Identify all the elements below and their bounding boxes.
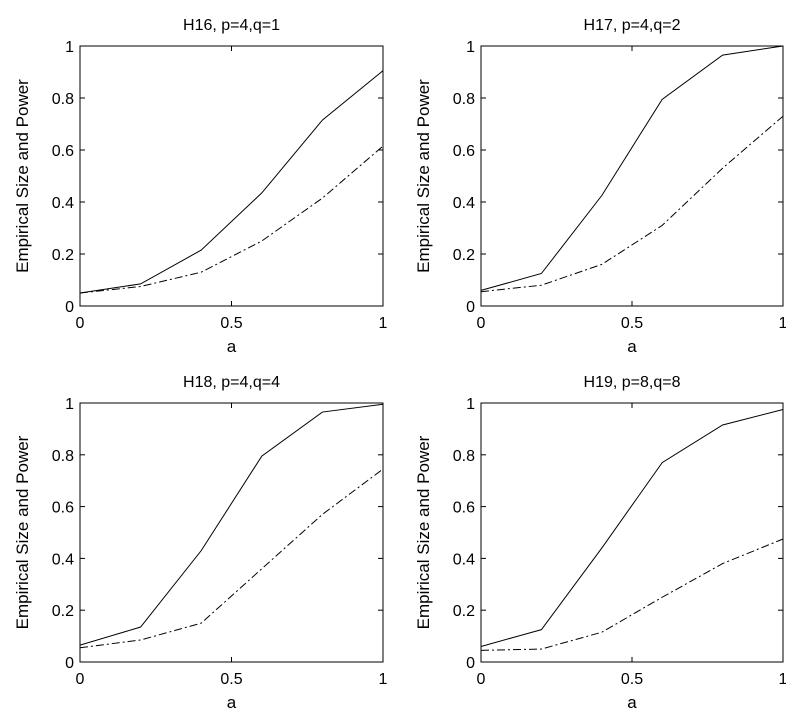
plot-frame [79,45,384,307]
plot-frame [79,402,384,663]
x-tick-label: 1 [779,315,786,332]
y-tick-label: 0.2 [52,247,74,264]
y-tick-label: 0.2 [453,603,475,620]
chart-panel-2: H17, p=4,q=2 0 0.5 1 0 0.2 0.4 0.6 0.8 1 a Empirica… [414,17,786,356]
x-tick-label: 1 [379,315,388,332]
y-tick-label: 1 [466,39,475,56]
x-tick-label: 0.5 [621,315,643,332]
y-tick-label: 0 [466,299,475,316]
x-tick-label: 1 [379,671,388,688]
chart-panel-1: H16, p=4,q=1 0 0.5 1 0 0.2 0.4 0.6 0.8 1 a Empirica… [13,17,388,356]
chart-title: H19, p=8,q=8 [584,374,681,391]
y-tick-label: 1 [466,396,475,413]
y-tick-label: 0.8 [52,91,74,108]
y-tick-label: 0.6 [453,500,475,517]
x-axis-label: a [227,693,237,712]
y-tick-label: 1 [65,396,74,413]
chart-panel-4: H19, p=8,q=8 0 0.5 1 0 0.2 0.4 0.6 0.8 1 a Empirica… [414,374,786,712]
x-tick-label: 0 [477,315,486,332]
x-tick-label: 0 [76,671,85,688]
y-tick-label: 0.4 [52,195,74,212]
y-tick-label: 0.2 [52,603,74,620]
y-tick-label: 0.4 [52,551,74,568]
y-tick-label: 0 [65,299,74,316]
x-tick-label: 0 [76,315,85,332]
y-axis-label: Empirical Size and Power [414,79,433,273]
x-tick-label: 0 [477,671,486,688]
y-tick-label: 0.6 [52,143,74,160]
plot-frame [480,45,784,307]
dash-dot-series-line [480,538,784,651]
y-tick-label: 0.2 [453,247,475,264]
y-axis-label: Empirical Size and Power [13,435,32,629]
y-tick-label: 0.8 [52,448,74,465]
x-axis-label: a [627,337,637,356]
x-axis-label: a [627,693,637,712]
y-tick-label: 0.8 [453,448,475,465]
y-tick-label: 0.4 [453,195,475,212]
plot-frame [480,402,784,663]
chart-title: H17, p=4,q=2 [584,17,681,34]
solid-series-line [79,70,384,294]
x-tick-label: 0.5 [220,315,242,332]
y-axis-label: Empirical Size and Power [13,79,32,273]
x-tick-label: 0.5 [220,671,242,688]
chart-title: H18, p=4,q=4 [183,374,280,391]
dash-dot-series-line [480,115,784,293]
y-tick-label: 0.6 [453,143,475,160]
y-axis-label: Empirical Size and Power [414,435,433,629]
y-tick-label: 0.4 [453,551,475,568]
y-tick-label: 1 [65,39,74,56]
solid-series-line [480,408,784,647]
dash-dot-series-line [79,468,384,649]
chart-title: H16, p=4,q=1 [183,17,280,34]
y-tick-label: 0 [466,655,475,672]
solid-series-line [480,45,784,291]
y-tick-label: 0 [65,655,74,672]
solid-series-line [79,403,384,646]
x-tick-label: 1 [779,671,786,688]
x-tick-label: 0.5 [621,671,643,688]
chart-panel-3: H18, p=4,q=4 0 0.5 1 0 0.2 0.4 0.6 0.8 1 a Empirica… [13,374,388,712]
x-axis-label: a [227,337,237,356]
dash-dot-series-line [79,145,384,294]
y-tick-label: 0.8 [453,91,475,108]
y-tick-label: 0.6 [52,500,74,517]
